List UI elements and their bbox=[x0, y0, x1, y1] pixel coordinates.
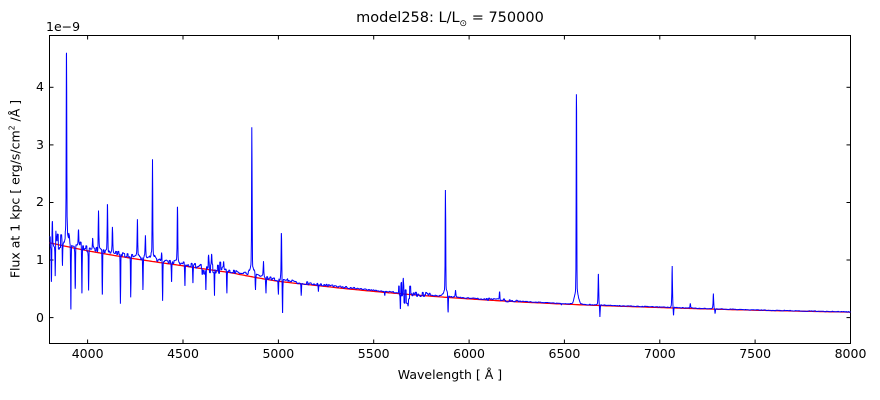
x-tick-label: 4500 bbox=[167, 346, 199, 361]
x-tick-label: 6500 bbox=[548, 346, 581, 361]
y-tick-label: 0 bbox=[36, 309, 44, 325]
x-tick-label: 8000 bbox=[834, 346, 867, 361]
y-tick-label: 4 bbox=[36, 79, 44, 95]
y-tick-label: 1 bbox=[36, 252, 44, 268]
x-tick-label: 4000 bbox=[71, 346, 104, 361]
y-axis-label-exponent: 2 bbox=[7, 125, 17, 131]
x-tick-label: 7000 bbox=[643, 346, 676, 361]
spectrum-line bbox=[49, 52, 851, 318]
y-axis-offset-text: 1e−9 bbox=[46, 19, 81, 34]
plot-title: model258: L/L⊙ = 750000 bbox=[356, 10, 544, 29]
y-tick-label: 3 bbox=[36, 136, 44, 152]
x-tick-label: 5000 bbox=[262, 346, 295, 361]
y-axis-label-units: /Å ] bbox=[7, 99, 23, 126]
plot-title-value: = 750000 bbox=[467, 10, 544, 26]
x-tick-label: 6000 bbox=[453, 346, 485, 361]
plot-title-text: model258: L/L bbox=[356, 10, 460, 26]
x-tick-label: 5500 bbox=[357, 346, 390, 361]
y-tick-label: 2 bbox=[36, 194, 44, 210]
continuum-line bbox=[49, 242, 851, 313]
sun-symbol: ⊙ bbox=[459, 18, 468, 29]
tick-marks bbox=[49, 35, 851, 344]
axes-frame bbox=[49, 35, 851, 344]
x-tick-label: 7500 bbox=[739, 346, 772, 361]
x-axis-label: Wavelength [ Å ] bbox=[397, 367, 503, 382]
